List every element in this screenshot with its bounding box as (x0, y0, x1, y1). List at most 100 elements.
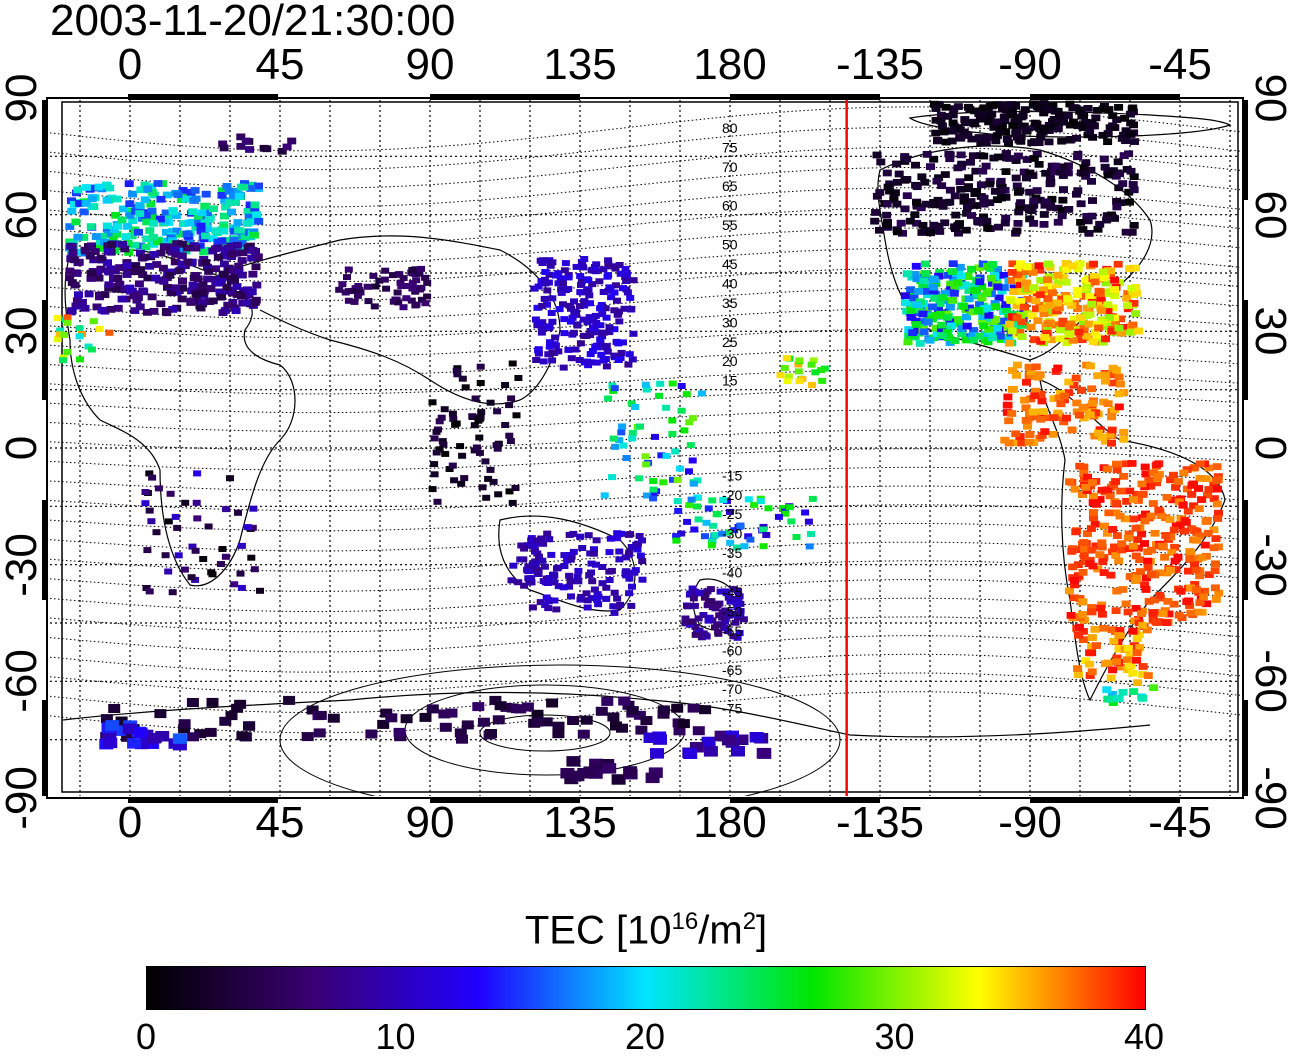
tec-pixel (1049, 414, 1059, 421)
magnetic-pole-contour (479, 714, 611, 752)
tec-pixel (1001, 128, 1011, 136)
tec-pixel (335, 286, 344, 293)
tec-pixel (223, 301, 233, 309)
tec-pixel (1171, 522, 1181, 530)
tec-pixel (551, 272, 560, 279)
tec-pixel (1127, 229, 1137, 236)
magnetic-latitude-contour (50, 167, 1240, 208)
tec-pixel (615, 437, 624, 444)
tec-pixel (1137, 610, 1146, 617)
tec-pixel (613, 535, 622, 542)
tec-pixel (1062, 339, 1072, 347)
tec-pixel (809, 357, 818, 364)
tec-pixel (545, 343, 554, 350)
tec-pixel (610, 609, 619, 616)
tec-pixel (1123, 608, 1133, 616)
tec-pixel (1022, 263, 1032, 271)
tec-pixel (493, 408, 502, 415)
tec-pixel (369, 272, 378, 279)
tec-pixel (1120, 515, 1130, 523)
contour-label: -45 (722, 584, 742, 600)
tec-pixel (164, 518, 173, 525)
tec-pixel (537, 329, 546, 336)
tec-pixel (371, 283, 380, 290)
tec-pixel (998, 105, 1007, 113)
tec-pixel (234, 267, 244, 275)
tec-pixel (1087, 642, 1097, 650)
tec-pixel (215, 289, 225, 297)
tec-pixel (997, 101, 1007, 109)
tec-pixel (1083, 105, 1093, 112)
tec-pixel (1044, 127, 1054, 134)
tec-pixel (1088, 197, 1097, 204)
tec-pixel (1090, 626, 1100, 633)
tec-pixel (1170, 557, 1180, 565)
tec-pixel (668, 380, 677, 387)
tec-pixel (601, 696, 614, 706)
tec-pixel (609, 603, 618, 610)
tec-pixel (906, 306, 916, 314)
tec-pixel (1058, 320, 1068, 328)
tec-pixel (1012, 271, 1022, 279)
tec-pixel (682, 618, 691, 625)
tec-pixel (596, 336, 605, 343)
tec-pixel (1160, 553, 1170, 561)
tec-pixel (611, 265, 620, 272)
tec-pixel (677, 530, 686, 537)
contour-label: 30 (722, 314, 738, 330)
tec-pixel (547, 310, 556, 316)
colorbar-tick-label: 10 (375, 1016, 416, 1057)
longitude-tick-label: 0 (117, 40, 143, 89)
tec-pixel (1007, 269, 1017, 276)
tec-pixel (688, 585, 697, 592)
tec-pixel (193, 470, 202, 477)
tec-pixel (1064, 378, 1074, 386)
tec-pixel (979, 152, 989, 160)
tec-pixel (1140, 581, 1150, 589)
tec-pixel (976, 181, 986, 189)
tec-pixel (228, 274, 238, 282)
tec-pixel (132, 296, 142, 304)
tec-pixel (986, 274, 996, 282)
tec-pixel (1102, 465, 1112, 473)
tec-pixel (1100, 437, 1110, 445)
tec-pixel (226, 475, 234, 482)
tec-pixel (251, 247, 260, 255)
tec-pixel (528, 604, 537, 611)
tec-pixel (792, 534, 801, 540)
tec-pixel (555, 306, 564, 313)
tec-pixel (1031, 363, 1041, 371)
tec-pixel (81, 184, 91, 191)
tec-pixel (1071, 374, 1081, 382)
tec-pixel (1100, 371, 1110, 379)
tec-pixel (597, 302, 606, 308)
tec-pixel (73, 186, 83, 194)
tec-pixel (66, 308, 76, 316)
tec-pixel (201, 190, 211, 198)
tec-pixel (1119, 389, 1129, 396)
tec-pixel (1096, 297, 1106, 304)
tec-pixel (458, 452, 467, 459)
tec-pixel (1210, 567, 1220, 575)
tec-pixel (540, 295, 549, 302)
tec-pixel (1011, 430, 1021, 438)
tec-pixel (1126, 110, 1135, 118)
tec-pixel (418, 296, 426, 303)
contour-label: 70 (722, 159, 738, 175)
tec-pixel (1085, 649, 1095, 657)
tec-pixel (1085, 310, 1095, 318)
tec-pixel (1087, 212, 1097, 220)
tec-pixel (930, 201, 939, 209)
tec-pixel (208, 571, 217, 578)
tec-pixel (206, 697, 219, 707)
tec-pixel (1085, 293, 1094, 300)
tec-pixel (138, 271, 148, 279)
tec-pixel (740, 543, 749, 550)
tec-pixel (605, 549, 614, 556)
tec-pixel (723, 628, 732, 635)
tec-pixel (1047, 102, 1057, 110)
tec-pixel (534, 571, 543, 577)
tec-pixel (139, 253, 149, 261)
tec-pixel (628, 435, 637, 442)
